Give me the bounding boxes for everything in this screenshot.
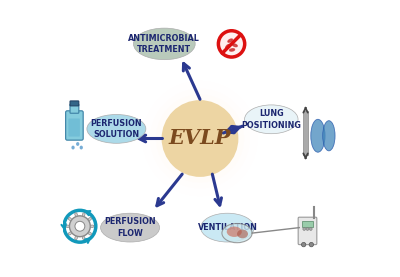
Circle shape (75, 221, 85, 231)
Ellipse shape (76, 142, 79, 146)
Circle shape (303, 228, 306, 230)
FancyBboxPatch shape (303, 111, 308, 155)
Text: ANTIMICROBIAL
TREATMENT: ANTIMICROBIAL TREATMENT (128, 34, 200, 54)
Ellipse shape (228, 39, 232, 42)
Ellipse shape (88, 217, 92, 220)
Circle shape (302, 242, 306, 247)
Text: PERFUSION
FLOW: PERFUSION FLOW (104, 217, 156, 238)
Ellipse shape (68, 217, 72, 220)
Circle shape (309, 242, 314, 247)
Ellipse shape (230, 49, 234, 51)
Ellipse shape (68, 232, 72, 235)
Ellipse shape (201, 213, 254, 242)
Ellipse shape (222, 224, 252, 243)
Circle shape (70, 216, 90, 237)
Ellipse shape (100, 213, 160, 242)
Ellipse shape (71, 146, 75, 150)
Ellipse shape (227, 227, 242, 237)
Ellipse shape (82, 236, 85, 240)
Ellipse shape (311, 119, 325, 152)
Text: EVLP: EVLP (169, 129, 231, 148)
Ellipse shape (244, 105, 298, 134)
Ellipse shape (323, 121, 335, 151)
Circle shape (150, 89, 250, 188)
Circle shape (310, 228, 312, 230)
FancyBboxPatch shape (298, 217, 317, 245)
Ellipse shape (66, 225, 69, 227)
Ellipse shape (80, 146, 83, 150)
Ellipse shape (88, 232, 92, 235)
Ellipse shape (226, 45, 229, 49)
Ellipse shape (237, 230, 248, 238)
FancyBboxPatch shape (70, 101, 79, 106)
Text: LUNG
POSITIONING: LUNG POSITIONING (241, 109, 301, 130)
FancyBboxPatch shape (70, 104, 79, 113)
Circle shape (162, 100, 238, 177)
Circle shape (156, 94, 244, 183)
Circle shape (218, 31, 245, 57)
Circle shape (306, 228, 309, 230)
FancyBboxPatch shape (66, 111, 83, 140)
FancyBboxPatch shape (302, 221, 313, 227)
FancyBboxPatch shape (68, 119, 80, 137)
Text: PERFUSION
SOLUTION: PERFUSION SOLUTION (90, 119, 142, 139)
Ellipse shape (75, 236, 77, 240)
Ellipse shape (90, 225, 94, 227)
Text: VENTILATION: VENTILATION (198, 223, 257, 232)
Circle shape (142, 81, 258, 196)
Ellipse shape (134, 28, 195, 60)
Ellipse shape (75, 213, 77, 216)
Ellipse shape (82, 213, 85, 216)
Ellipse shape (87, 114, 146, 143)
Ellipse shape (232, 44, 237, 47)
